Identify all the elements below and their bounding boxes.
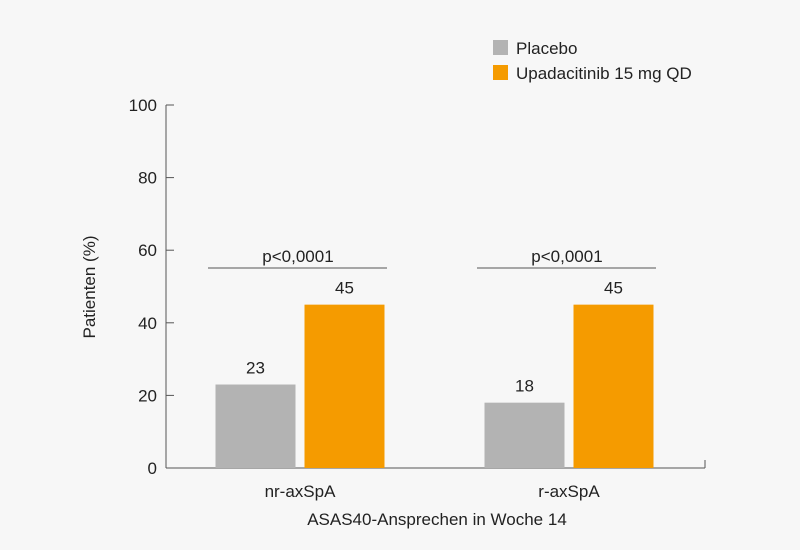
bar xyxy=(304,304,385,468)
y-axis-title: Patienten (%) xyxy=(80,236,99,339)
x-tick-label: r-axSpA xyxy=(538,482,600,501)
data-label: 45 xyxy=(604,279,623,298)
significance-label: p<0,0001 xyxy=(531,247,602,266)
x-tick-label: nr-axSpA xyxy=(265,482,337,501)
y-tick-label: 20 xyxy=(138,386,157,405)
annotations: p<0,0001 p<0,0001 xyxy=(208,247,656,269)
legend-swatch xyxy=(493,40,508,55)
bars: 23 45 nr-axSpA 18 45 r-axSpA xyxy=(215,279,654,501)
data-label: 45 xyxy=(335,279,354,298)
y-tick-label: 40 xyxy=(138,314,157,333)
bar xyxy=(215,384,296,468)
legend: Placebo Upadacitinib 15 mg QD xyxy=(493,39,692,83)
significance-label: p<0,0001 xyxy=(262,247,333,266)
data-label: 18 xyxy=(515,377,534,396)
legend-swatch xyxy=(493,65,508,80)
y-tick-label: 80 xyxy=(138,169,157,188)
legend-label: Placebo xyxy=(516,39,577,58)
x-axis-title: ASAS40-Ansprechen in Woche 14 xyxy=(307,510,567,529)
bar xyxy=(484,402,565,468)
bar xyxy=(573,304,654,468)
y-tick-label: 100 xyxy=(129,96,157,115)
y-tick-label: 60 xyxy=(138,241,157,260)
data-label: 23 xyxy=(246,359,265,378)
y-tick-label: 0 xyxy=(148,459,157,478)
legend-label: Upadacitinib 15 mg QD xyxy=(516,64,692,83)
